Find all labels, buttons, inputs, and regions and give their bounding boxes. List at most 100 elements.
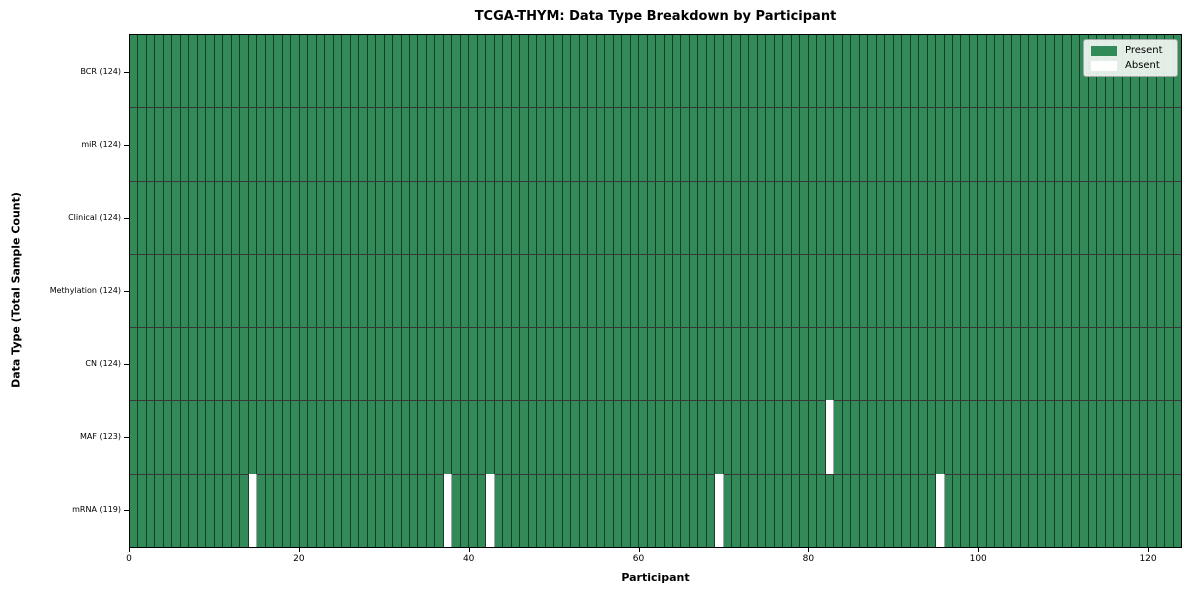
x-tick-label: 60	[632, 554, 645, 564]
matrix-cell-present	[927, 108, 937, 181]
matrix-cell-present	[1139, 474, 1149, 547]
matrix-cell-present	[605, 401, 614, 474]
matrix-cell-present	[240, 181, 249, 254]
matrix-cell-present	[452, 401, 461, 474]
matrix-cell-present	[647, 35, 657, 108]
matrix-cell-present	[800, 474, 809, 547]
matrix-cell-present	[1012, 181, 1021, 254]
matrix-cell-present	[783, 401, 792, 474]
matrix-cell-present	[622, 254, 631, 328]
matrix-cell-present	[231, 474, 241, 547]
matrix-cell-present	[783, 35, 792, 108]
matrix-cell-present	[206, 35, 215, 108]
matrix-cell-present	[393, 401, 402, 474]
matrix-cell-present	[189, 474, 198, 547]
matrix-cell-present	[588, 328, 597, 401]
matrix-cell-present	[893, 254, 903, 328]
matrix-cell-present	[376, 401, 385, 474]
matrix-cell-present	[469, 328, 478, 401]
matrix-cell-present	[494, 401, 504, 474]
matrix-cell-present	[401, 181, 410, 254]
matrix-cell-present	[172, 401, 181, 474]
matrix-cell-present	[927, 474, 937, 547]
matrix-cell-present	[537, 181, 546, 254]
matrix-cell-present	[1071, 35, 1081, 108]
matrix-cell-present	[1097, 181, 1106, 254]
matrix-cell-present	[477, 108, 487, 181]
matrix-cell-present	[146, 254, 156, 328]
matrix-cell-present	[138, 474, 147, 547]
matrix-cell-present	[919, 254, 928, 328]
matrix-cell-present	[605, 254, 614, 328]
matrix-cell-present	[511, 254, 521, 328]
matrix-cell-present	[715, 35, 724, 108]
matrix-cell-present	[520, 328, 529, 401]
matrix-cell-present	[393, 328, 402, 401]
matrix-cell-present	[876, 474, 886, 547]
matrix-cell-present	[452, 474, 461, 547]
matrix-cell-present	[452, 181, 461, 254]
matrix-cell-present	[248, 108, 258, 181]
matrix-cell-present	[605, 328, 614, 401]
matrix-cell-present	[639, 401, 648, 474]
y-tick-label: CN (124)	[85, 359, 121, 369]
matrix-cell-present	[257, 401, 266, 474]
matrix-cell-present	[817, 401, 826, 474]
matrix-cell-present	[613, 181, 623, 254]
matrix-cell-present	[766, 35, 775, 108]
matrix-cell-present	[426, 35, 436, 108]
matrix-cell-present	[1071, 108, 1081, 181]
matrix-cell-present	[673, 474, 682, 547]
matrix-cell-present	[308, 328, 317, 401]
matrix-cell-present	[588, 181, 597, 254]
matrix-cell-present	[130, 401, 139, 474]
matrix-cell-present	[333, 181, 343, 254]
matrix-cell-present	[774, 254, 784, 328]
matrix-cell-present	[706, 254, 716, 328]
matrix-cell-present	[172, 181, 181, 254]
matrix-cell-present	[384, 401, 394, 474]
matrix-cell-present	[1131, 181, 1140, 254]
matrix-cell-present	[1165, 401, 1174, 474]
matrix-cell-present	[1131, 328, 1140, 401]
matrix-cell-present	[308, 474, 317, 547]
x-tick-mark	[299, 548, 300, 552]
matrix-cell-present	[189, 108, 198, 181]
matrix-cell-present	[689, 254, 699, 328]
matrix-cell-present	[1037, 254, 1047, 328]
matrix-cell-present	[494, 474, 504, 547]
matrix-cell-present	[1054, 474, 1064, 547]
matrix-cell-present	[664, 108, 673, 181]
matrix-cell-present	[240, 474, 249, 547]
matrix-cell-present	[342, 401, 351, 474]
matrix-cell-present	[155, 181, 164, 254]
matrix-cell-present	[961, 401, 970, 474]
matrix-cell-present	[554, 328, 563, 401]
matrix-cell-present	[1173, 181, 1182, 254]
matrix-cell-present	[910, 474, 920, 547]
matrix-cell-present	[893, 401, 903, 474]
matrix-cell-present	[1080, 181, 1089, 254]
matrix-cell-present	[732, 328, 741, 401]
matrix-cell-present	[240, 35, 249, 108]
matrix-cell-present	[1080, 328, 1089, 401]
matrix-cell-present	[299, 474, 309, 547]
matrix-cell-present	[902, 181, 911, 254]
matrix-cell-present	[825, 328, 835, 401]
matrix-cell-absent	[443, 473, 453, 547]
matrix-cell-present	[248, 254, 258, 328]
matrix-cell-present	[393, 181, 402, 254]
matrix-cell-present	[469, 474, 478, 547]
matrix-cell-present	[969, 108, 979, 181]
matrix-cell-present	[851, 254, 860, 328]
matrix-cell-present	[206, 108, 215, 181]
matrix-cell-present	[1020, 35, 1030, 108]
matrix-cell-present	[1088, 474, 1098, 547]
matrix-cell-present	[223, 328, 232, 401]
matrix-cell-present	[588, 108, 597, 181]
matrix-cell-present	[393, 474, 402, 547]
matrix-cell-present	[1029, 254, 1038, 328]
matrix-cell-present	[282, 328, 292, 401]
matrix-cell-present	[825, 35, 835, 108]
matrix-cell-present	[494, 181, 504, 254]
